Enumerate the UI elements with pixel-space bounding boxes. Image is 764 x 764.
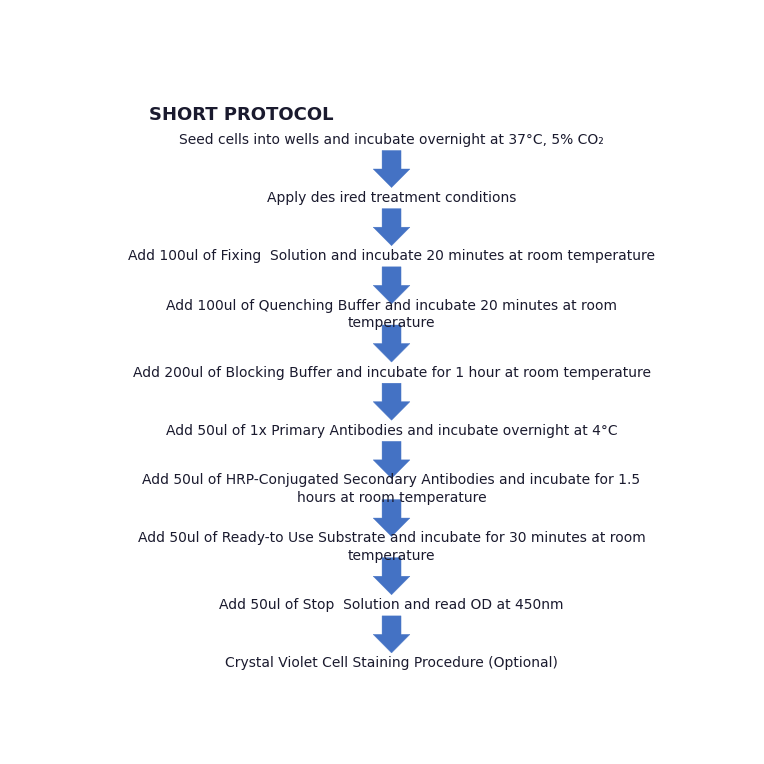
Polygon shape [373,616,410,653]
Polygon shape [373,209,410,246]
Text: Add 100ul of Fixing  Solution and incubate 20 minutes at room temperature: Add 100ul of Fixing Solution and incubat… [128,249,655,264]
Text: Add 50ul of HRP-Conjugated Secondary Antibodies and incubate for 1.5
hours at ro: Add 50ul of HRP-Conjugated Secondary Ant… [143,474,640,504]
Text: Add 100ul of Quenching Buffer and incubate 20 minutes at room
temperature: Add 100ul of Quenching Buffer and incuba… [166,299,617,330]
Text: Apply des ired treatment conditions: Apply des ired treatment conditions [267,191,516,205]
Polygon shape [373,267,410,304]
Polygon shape [373,325,410,362]
Polygon shape [373,151,410,187]
Text: Crystal Violet Cell Staining Procedure (Optional): Crystal Violet Cell Staining Procedure (… [225,656,558,671]
Text: SHORT PROTOCOL: SHORT PROTOCOL [149,106,333,125]
Text: Add 50ul of Ready-to Use Substrate and incubate for 30 minutes at room
temperatu: Add 50ul of Ready-to Use Substrate and i… [138,532,646,563]
Polygon shape [373,558,410,594]
Text: Add 50ul of Stop  Solution and read OD at 450nm: Add 50ul of Stop Solution and read OD at… [219,598,564,612]
Polygon shape [373,442,410,478]
Polygon shape [373,500,410,536]
Text: Seed cells into wells and incubate overnight at 37°C, 5% CO₂: Seed cells into wells and incubate overn… [180,133,604,147]
Polygon shape [373,384,410,420]
Text: Add 50ul of 1x Primary Antibodies and incubate overnight at 4°C: Add 50ul of 1x Primary Antibodies and in… [166,424,617,438]
Text: Add 200ul of Blocking Buffer and incubate for 1 hour at room temperature: Add 200ul of Blocking Buffer and incubat… [132,366,651,380]
